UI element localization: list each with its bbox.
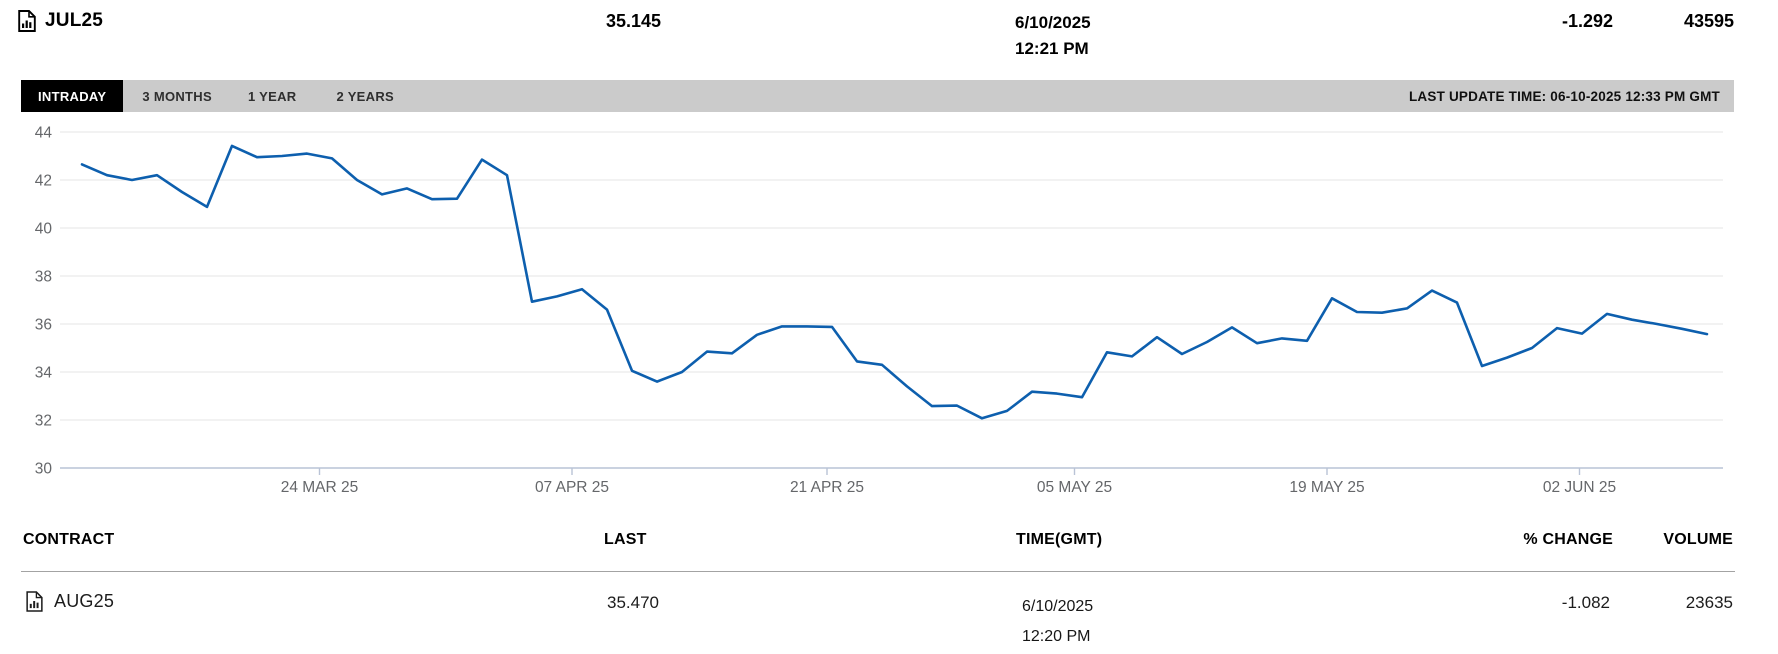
svg-text:30: 30 <box>35 461 53 478</box>
tab-3-months[interactable]: 3 MONTHS <box>142 88 212 104</box>
header-contract: JUL25 <box>18 10 103 32</box>
row-datetime: 6/10/2025 12:20 PM <box>1022 592 1093 652</box>
contract-document-icon <box>18 10 36 32</box>
svg-text:38: 38 <box>35 269 52 286</box>
price-chart-area: 44 42 40 38 36 34 32 30 24 MAR 25 07 APR 25 21 APR… <box>0 112 1778 504</box>
contract-document-icon <box>26 591 43 612</box>
svg-text:36: 36 <box>35 317 52 334</box>
header-volume: 43595 <box>1683 11 1734 31</box>
col-header-contract: CONTRACT <box>23 531 115 548</box>
col-header-pct-change: % CHANGE <box>1523 531 1613 548</box>
svg-text:44: 44 <box>35 125 53 142</box>
tab-intraday[interactable]: INTRADAY <box>21 80 124 112</box>
header-time: 12:21 PM <box>1015 39 1089 58</box>
header-date: 6/10/2025 <box>1015 13 1091 32</box>
svg-text:21 APR 25: 21 APR 25 <box>790 479 864 496</box>
col-header-volume: VOLUME <box>1663 531 1733 548</box>
row-last-price: 35.470 <box>607 593 659 612</box>
header-contract-label: JUL25 <box>45 10 104 31</box>
svg-text:24 MAR 25: 24 MAR 25 <box>281 479 359 496</box>
col-header-time: TIME(GMT) <box>1016 531 1103 548</box>
tab-2-years[interactable]: 2 YEARS <box>336 88 394 104</box>
row-volume: 23635 <box>1685 593 1733 612</box>
last-update-time: LAST UPDATE TIME: 06-10-2025 12:33 PM GM… <box>1408 88 1720 104</box>
row-date: 6/10/2025 <box>1022 598 1094 615</box>
svg-text:32: 32 <box>35 413 52 430</box>
svg-text:07 APR 25: 07 APR 25 <box>535 479 609 496</box>
header-last-price: 35.145 <box>606 11 662 31</box>
period-tabbar: INTRADAY 3 MONTHS 1 YEAR 2 YEARS LAST UP… <box>21 80 1734 112</box>
row-contract-label: AUG25 <box>54 591 115 611</box>
price-chart: 44 42 40 38 36 34 32 30 24 MAR 25 07 APR 25 21 APR… <box>35 125 1723 496</box>
col-header-last: LAST <box>604 531 647 548</box>
tab-1-year[interactable]: 1 YEAR <box>247 88 297 104</box>
svg-text:34: 34 <box>35 365 53 382</box>
svg-text:05 MAY 25: 05 MAY 25 <box>1037 479 1112 496</box>
table-divider <box>21 571 1735 572</box>
table-row-contract[interactable]: AUG25 <box>26 591 114 612</box>
row-pct-change: -1.082 <box>1561 593 1610 612</box>
header-pct-change: -1.292 <box>1561 11 1613 31</box>
row-time: 12:20 PM <box>1022 628 1091 645</box>
header-datetime: 6/10/2025 12:21 PM <box>1015 10 1091 62</box>
svg-text:19 MAY 25: 19 MAY 25 <box>1289 479 1364 496</box>
svg-text:40: 40 <box>35 221 53 238</box>
svg-text:42: 42 <box>35 173 52 190</box>
svg-text:02 JUN 25: 02 JUN 25 <box>1543 479 1616 496</box>
